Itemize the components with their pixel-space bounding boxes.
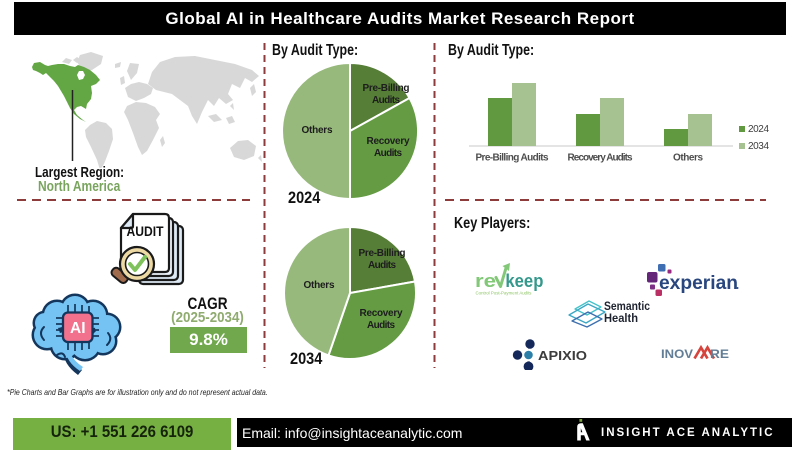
svg-text:Recovery: Recovery [360,308,403,319]
svg-text:Others: Others [302,125,333,136]
svg-text:Audits: Audits [367,320,395,331]
svg-text:APIXIO: APIXIO [538,349,587,363]
svg-text:2034: 2034 [748,141,769,152]
svg-text:Pre-Billing: Pre-Billing [363,83,410,94]
svg-text:RE: RE [710,349,729,361]
svg-text:2024: 2024 [748,124,769,135]
svg-text:Recovery: Recovery [367,136,410,147]
svg-text:Recovery Audits: Recovery Audits [568,153,633,164]
svg-text:keep: keep [505,270,543,291]
svg-text:Audits: Audits [372,95,400,106]
svg-text:INOV: INOV [661,349,693,361]
svg-text:Control Post-Payment Audits: Control Post-Payment Audits [476,291,533,296]
svg-text:Others: Others [673,153,703,164]
svg-text:Pre-Billing: Pre-Billing [359,248,406,259]
svg-text:Others: Others [304,280,335,291]
svg-text:Semantic: Semantic [604,301,651,313]
svg-text:Health: Health [604,313,638,325]
svg-text:Audits: Audits [374,148,402,159]
svg-text:Pre-Billing Audits: Pre-Billing Audits [476,153,549,164]
svg-text:AI: AI [70,320,86,337]
svg-text:AUDIT: AUDIT [127,224,165,239]
svg-text:experian: experian [659,273,738,294]
svg-text:Audits: Audits [368,260,396,271]
svg-text:re: re [475,270,496,291]
